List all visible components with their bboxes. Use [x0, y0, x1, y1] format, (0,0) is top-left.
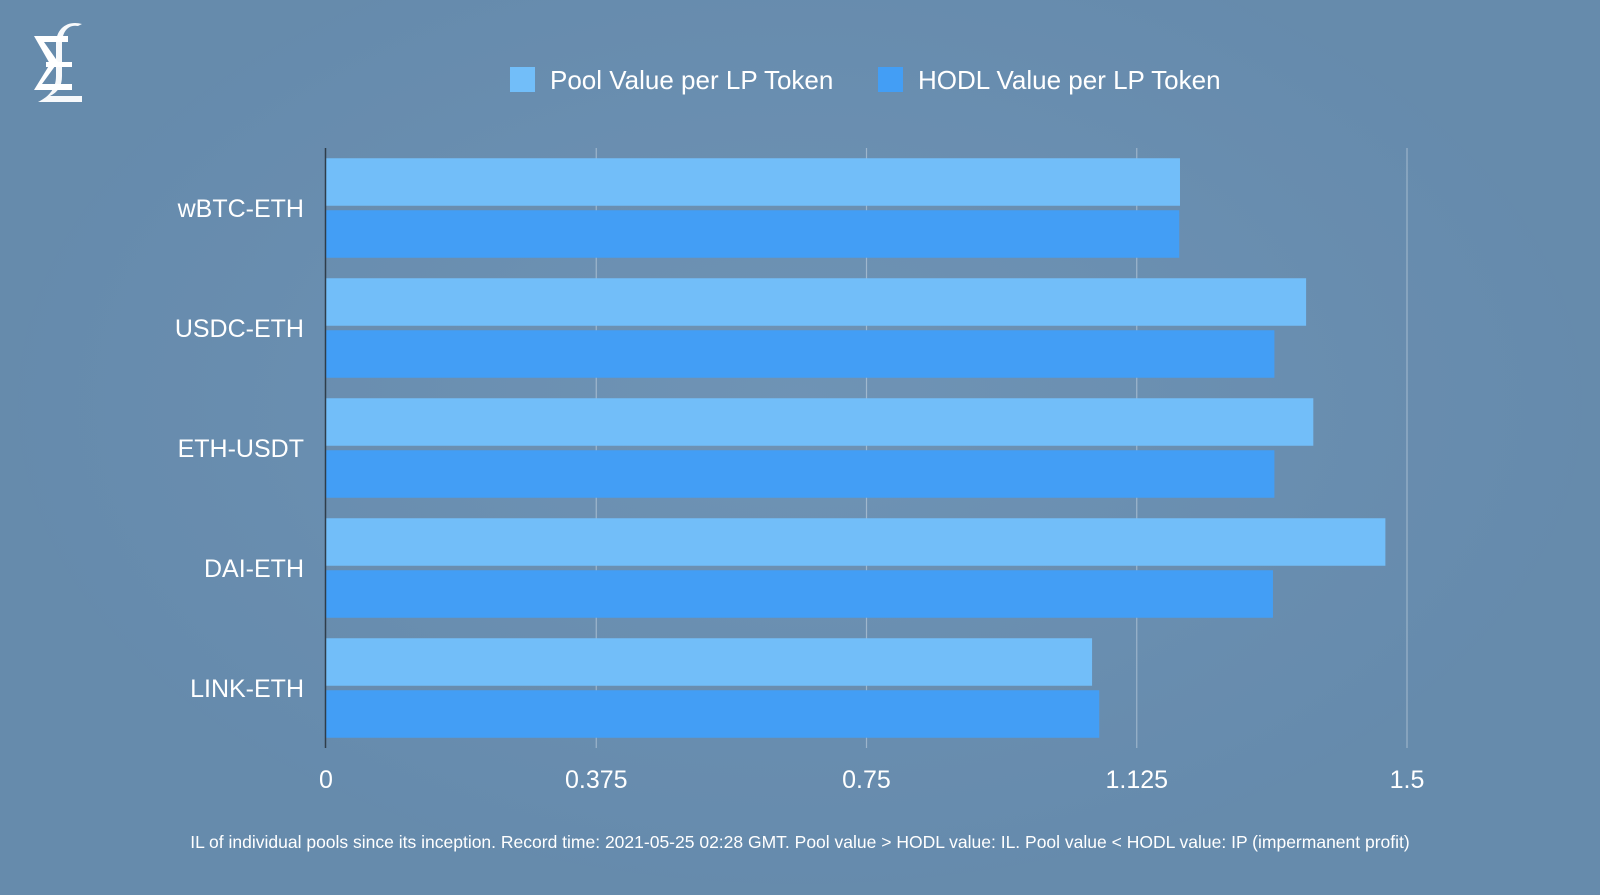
chart-footnote: IL of individual pools since its incepti… [190, 832, 1410, 852]
category-label: DAI-ETH [204, 555, 304, 583]
bar-link-eth-pool [326, 638, 1093, 686]
legend-label-hodl: HODL Value per LP Token [918, 65, 1221, 95]
category-label: wBTC-ETH [177, 195, 304, 223]
category-label: LINK-ETH [190, 675, 304, 703]
bar-usdc-eth-hodl [326, 330, 1275, 378]
x-tick-label: 1.125 [1105, 766, 1168, 794]
bar-dai-eth-pool [326, 518, 1386, 566]
x-tick-label: 0 [319, 766, 333, 794]
legend-label-pool: Pool Value per LP Token [550, 65, 833, 95]
category-label: USDC-ETH [175, 315, 304, 343]
legend-swatch-pool [510, 67, 535, 92]
bar-eth-usdt-pool [326, 398, 1314, 446]
bar-usdc-eth-pool [326, 278, 1307, 326]
bar-link-eth-hodl [326, 690, 1100, 738]
bar-wbtc-eth-hodl [326, 210, 1180, 258]
bar-eth-usdt-hodl [326, 450, 1275, 498]
category-label: ETH-USDT [178, 435, 304, 463]
legend-swatch-hodl [878, 67, 903, 92]
sigma-pound-logo-icon [34, 22, 82, 102]
bar-wbtc-eth-pool [326, 158, 1180, 206]
bar-dai-eth-hodl [326, 570, 1273, 618]
x-tick-label: 0.75 [842, 766, 891, 794]
x-tick-label: 1.5 [1390, 766, 1425, 794]
x-tick-label: 0.375 [565, 766, 628, 794]
